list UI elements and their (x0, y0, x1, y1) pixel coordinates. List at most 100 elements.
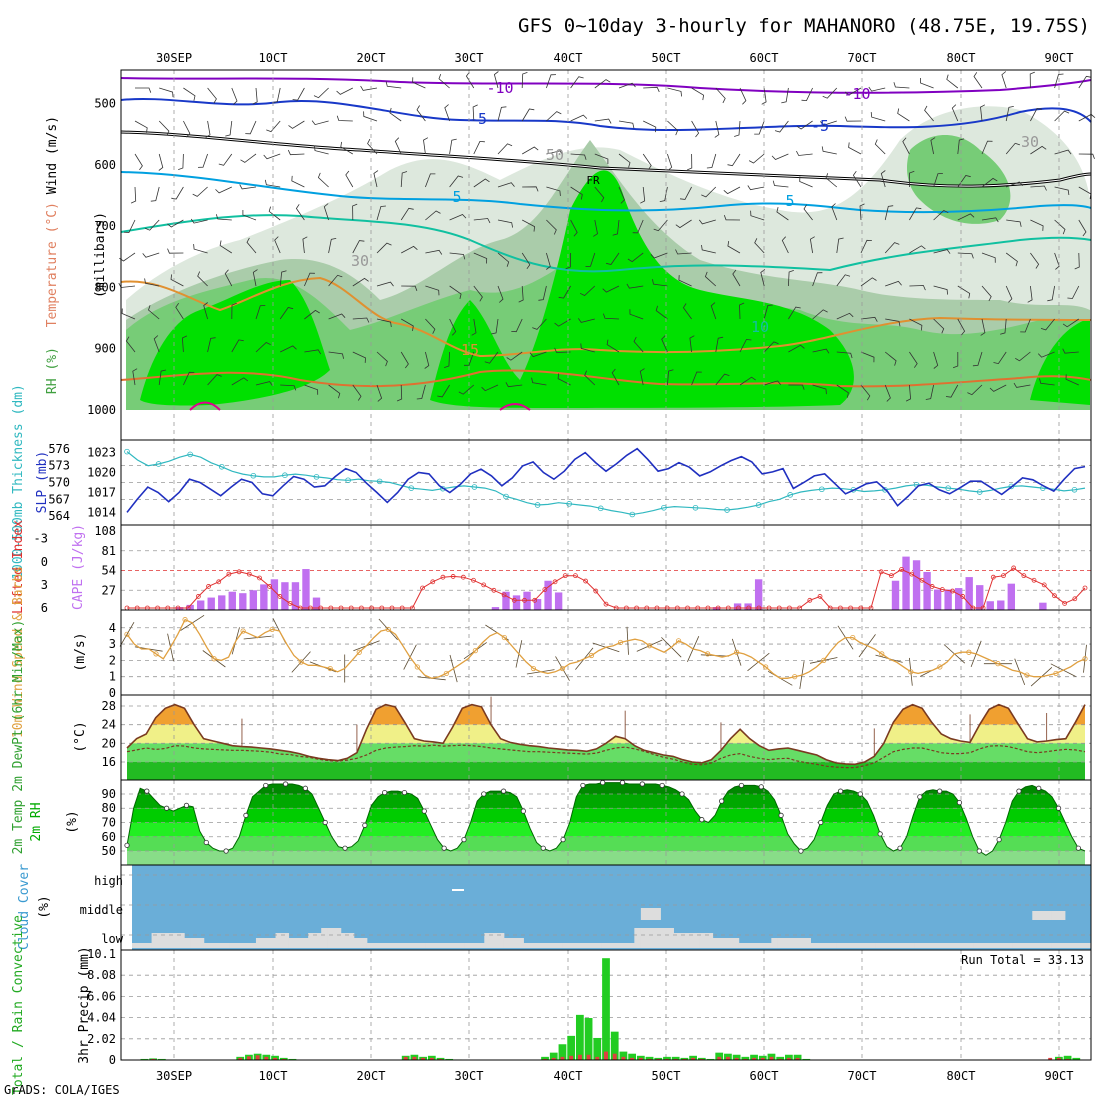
precip-convective-bar (604, 1051, 608, 1060)
wind-barb (570, 219, 578, 237)
thickness-marker (376, 478, 383, 485)
cape-bar (944, 589, 952, 610)
low-cloud-bar (790, 938, 798, 948)
contour-label: 15 (461, 341, 479, 359)
rh-marker (164, 805, 170, 811)
wind-barb (219, 240, 233, 254)
wind-barb (981, 140, 993, 155)
lifted-index-marker (195, 594, 201, 599)
isotherm-20 (120, 369, 1092, 388)
wind-speed-marker (356, 649, 362, 655)
lifted-index-marker (246, 571, 252, 577)
precip-convective-bar (255, 1055, 260, 1060)
wind-barb (618, 82, 636, 89)
wind-barb (425, 285, 440, 296)
wind-barb (973, 72, 983, 89)
precip-total-bar (732, 1054, 741, 1060)
y-tick-label: 500 (94, 97, 116, 111)
wind-barb (836, 351, 853, 359)
wind-barb (522, 219, 536, 232)
wind-barb (1005, 106, 1014, 122)
wind-barb (626, 283, 644, 289)
bottom-date-tick: 90CT (1045, 1069, 1074, 1083)
wind-barb (859, 203, 865, 221)
low-cloud-bar (575, 943, 583, 948)
y-tick-label: 90 (102, 787, 116, 801)
cape-bar (733, 603, 742, 610)
wind-barb (836, 274, 851, 287)
rh2m-label: 2m RH (29, 802, 44, 841)
wind-barb (1047, 285, 1055, 302)
rh-marker (699, 817, 705, 823)
wind-barb (650, 252, 668, 259)
y-tick-label: 50 (102, 844, 116, 858)
precip-convective-bar (595, 1056, 600, 1060)
contour-label: 5 (785, 192, 794, 210)
wind-barb (225, 120, 233, 137)
wind-barb (246, 237, 257, 254)
wind-barb (497, 285, 504, 303)
wind-barb (781, 236, 789, 254)
thickness-tick-label: 564 (48, 509, 70, 523)
thickness-marker (692, 504, 699, 511)
wind-speed-marker (617, 639, 624, 646)
rh-upper-moist-region (907, 135, 1011, 224)
middle-cloud-bar (1058, 911, 1066, 920)
low-cloud-bar (190, 938, 198, 948)
wind-barb (352, 351, 366, 363)
precip-convective-bar (734, 1057, 739, 1060)
low-cloud-bar (210, 943, 218, 948)
low-cloud-bar (1032, 943, 1040, 948)
low-cloud-bar (399, 943, 407, 948)
middle-cloud-bar (640, 908, 648, 920)
wind-barb (1030, 185, 1047, 191)
precip-convective-bar (786, 1057, 791, 1060)
wind-barb (352, 240, 365, 254)
isotherm-10 (120, 214, 1092, 273)
rh-marker (282, 781, 289, 787)
low-cloud-bar (1045, 943, 1053, 948)
low-cloud-bar (353, 938, 361, 948)
wind-barb (776, 207, 789, 221)
y-tick-label: 3 (109, 637, 116, 651)
precip-convective-bar (551, 1057, 556, 1060)
low-cloud-bar (569, 943, 577, 948)
low-cloud-bar (262, 938, 270, 948)
wind-barb (933, 210, 949, 221)
low-cloud-bar (386, 943, 394, 948)
y-tick-label: 80 (102, 801, 116, 815)
thickness-marker (187, 451, 193, 458)
wind-barb (836, 384, 849, 398)
cape-bar (997, 600, 1005, 610)
rh-marker (738, 782, 745, 789)
wind-barb (125, 336, 136, 353)
low-cloud-bar (856, 943, 864, 948)
low-cloud-bar (817, 943, 825, 948)
wind-barb (860, 239, 872, 254)
lifted-index-marker (420, 585, 425, 591)
li-tick-label: 0 (41, 555, 48, 569)
precip-convective-bar (665, 1058, 669, 1060)
wind-barb (193, 244, 208, 254)
low-cloud-bar (1051, 943, 1059, 948)
low-cloud-bar (138, 943, 146, 948)
rh-marker (937, 788, 943, 794)
low-cloud-bar (255, 938, 263, 948)
cape-bar (954, 588, 963, 610)
wind-speed-marker (937, 664, 943, 670)
svg-text:RH (%) Temperature (°C: RH (%) Temperature (°C) Wind (m/s) (45, 116, 60, 394)
precip-total-bar (541, 1056, 549, 1060)
lifted-index-marker (878, 569, 884, 575)
low-cloud-bar (777, 938, 785, 948)
precip-convective-bar (273, 1057, 277, 1060)
low-cloud-bar (647, 928, 655, 948)
wind-barb (295, 204, 305, 221)
cape-bar (533, 599, 542, 610)
contour-labels: -10 -10 -5 -5 FR 5 5 10 15 30 50 30 (351, 79, 1039, 359)
wind-barb (148, 305, 160, 320)
wind-barb (328, 351, 344, 359)
thickness-marker (313, 474, 320, 480)
wind-barb (945, 384, 959, 398)
pressure-axis-label: (millibars) (93, 212, 108, 298)
wind-barb (821, 146, 837, 155)
